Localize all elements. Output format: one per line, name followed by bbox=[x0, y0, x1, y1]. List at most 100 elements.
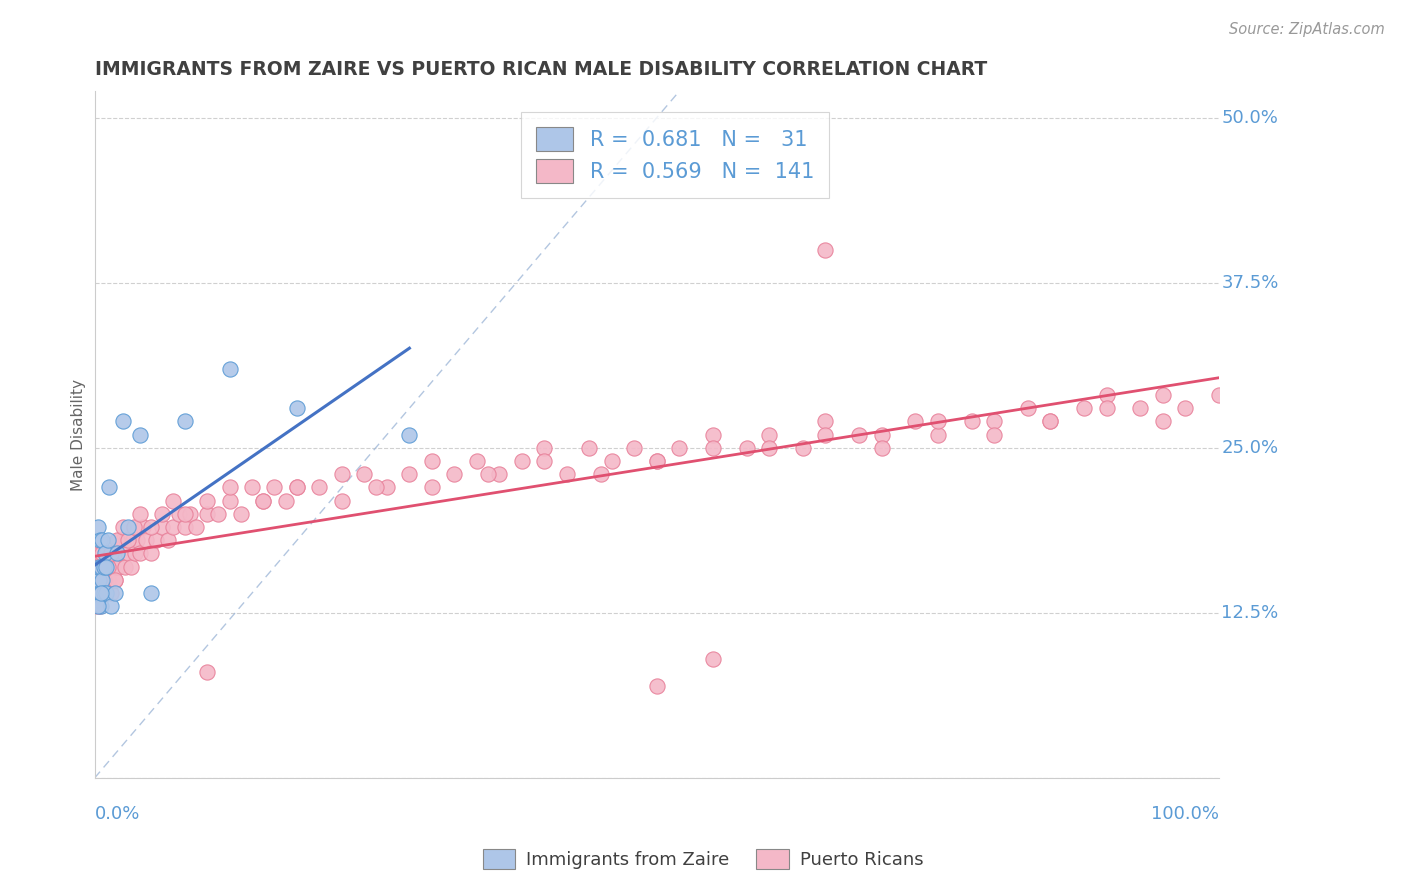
Y-axis label: Male Disability: Male Disability bbox=[72, 378, 86, 491]
Point bbox=[758, 441, 780, 455]
Point bbox=[179, 507, 201, 521]
Point bbox=[97, 559, 120, 574]
Point bbox=[904, 414, 927, 428]
Point bbox=[702, 427, 724, 442]
Text: 100.0%: 100.0% bbox=[1152, 805, 1219, 823]
Point bbox=[98, 480, 121, 494]
Point bbox=[218, 493, 240, 508]
Point bbox=[97, 559, 120, 574]
Point bbox=[150, 507, 173, 521]
Point bbox=[195, 507, 218, 521]
Point bbox=[101, 559, 124, 574]
Point bbox=[1017, 401, 1039, 416]
Text: IMMIGRANTS FROM ZAIRE VS PUERTO RICAN MALE DISABILITY CORRELATION CHART: IMMIGRANTS FROM ZAIRE VS PUERTO RICAN MA… bbox=[94, 60, 987, 78]
Point bbox=[308, 480, 330, 494]
Point bbox=[94, 573, 117, 587]
Text: 25.0%: 25.0% bbox=[1222, 439, 1278, 457]
Point bbox=[94, 586, 117, 600]
Point bbox=[702, 652, 724, 666]
Point bbox=[1039, 414, 1062, 428]
Point bbox=[121, 533, 143, 548]
Point bbox=[623, 441, 645, 455]
Point bbox=[87, 559, 110, 574]
Point bbox=[870, 441, 893, 455]
Point bbox=[105, 547, 128, 561]
Point bbox=[983, 414, 1005, 428]
Point bbox=[117, 533, 139, 548]
Point bbox=[252, 493, 274, 508]
Point bbox=[124, 547, 146, 561]
Point bbox=[111, 414, 134, 428]
Point bbox=[702, 441, 724, 455]
Point bbox=[1208, 388, 1230, 402]
Point bbox=[1152, 414, 1174, 428]
Point bbox=[252, 493, 274, 508]
Point bbox=[90, 559, 112, 574]
Point bbox=[86, 592, 108, 607]
Point bbox=[84, 573, 107, 587]
Point bbox=[98, 573, 121, 587]
Point bbox=[1095, 401, 1118, 416]
Text: 0.0%: 0.0% bbox=[94, 805, 141, 823]
Point bbox=[1152, 388, 1174, 402]
Point bbox=[93, 559, 115, 574]
Point bbox=[167, 507, 190, 521]
Point bbox=[96, 559, 118, 574]
Point bbox=[195, 493, 218, 508]
Point bbox=[848, 427, 870, 442]
Point bbox=[87, 559, 110, 574]
Point bbox=[420, 454, 443, 468]
Point bbox=[91, 573, 114, 587]
Point bbox=[443, 467, 465, 482]
Point bbox=[145, 533, 167, 548]
Point bbox=[814, 243, 837, 257]
Point bbox=[1095, 388, 1118, 402]
Point bbox=[398, 467, 420, 482]
Point bbox=[814, 427, 837, 442]
Point bbox=[127, 533, 149, 548]
Point bbox=[87, 573, 110, 587]
Point bbox=[364, 480, 387, 494]
Point bbox=[93, 573, 115, 587]
Text: Source: ZipAtlas.com: Source: ZipAtlas.com bbox=[1229, 22, 1385, 37]
Point bbox=[1073, 401, 1095, 416]
Point bbox=[105, 547, 128, 561]
Point bbox=[184, 520, 207, 534]
Point bbox=[645, 454, 668, 468]
Point bbox=[668, 441, 690, 455]
Point bbox=[89, 533, 111, 548]
Point bbox=[398, 427, 420, 442]
Point bbox=[91, 559, 114, 574]
Point bbox=[115, 533, 138, 548]
Point bbox=[173, 520, 195, 534]
Point bbox=[98, 547, 121, 561]
Point bbox=[104, 573, 127, 587]
Point bbox=[91, 533, 114, 548]
Point bbox=[111, 533, 134, 548]
Point bbox=[111, 520, 134, 534]
Point bbox=[488, 467, 510, 482]
Point bbox=[600, 454, 623, 468]
Point bbox=[1174, 401, 1197, 416]
Point bbox=[87, 573, 110, 587]
Point bbox=[274, 493, 297, 508]
Point bbox=[218, 361, 240, 376]
Point bbox=[139, 586, 162, 600]
Text: 37.5%: 37.5% bbox=[1222, 274, 1278, 292]
Point bbox=[104, 559, 127, 574]
Point bbox=[735, 441, 758, 455]
Point bbox=[135, 533, 157, 548]
Point bbox=[94, 547, 117, 561]
Point bbox=[105, 533, 128, 548]
Point bbox=[89, 573, 111, 587]
Point bbox=[1039, 414, 1062, 428]
Point bbox=[90, 573, 112, 587]
Point bbox=[645, 454, 668, 468]
Point bbox=[87, 573, 110, 587]
Point bbox=[162, 493, 184, 508]
Point bbox=[139, 520, 162, 534]
Point bbox=[120, 559, 142, 574]
Point bbox=[104, 586, 127, 600]
Point bbox=[150, 520, 173, 534]
Point bbox=[173, 414, 195, 428]
